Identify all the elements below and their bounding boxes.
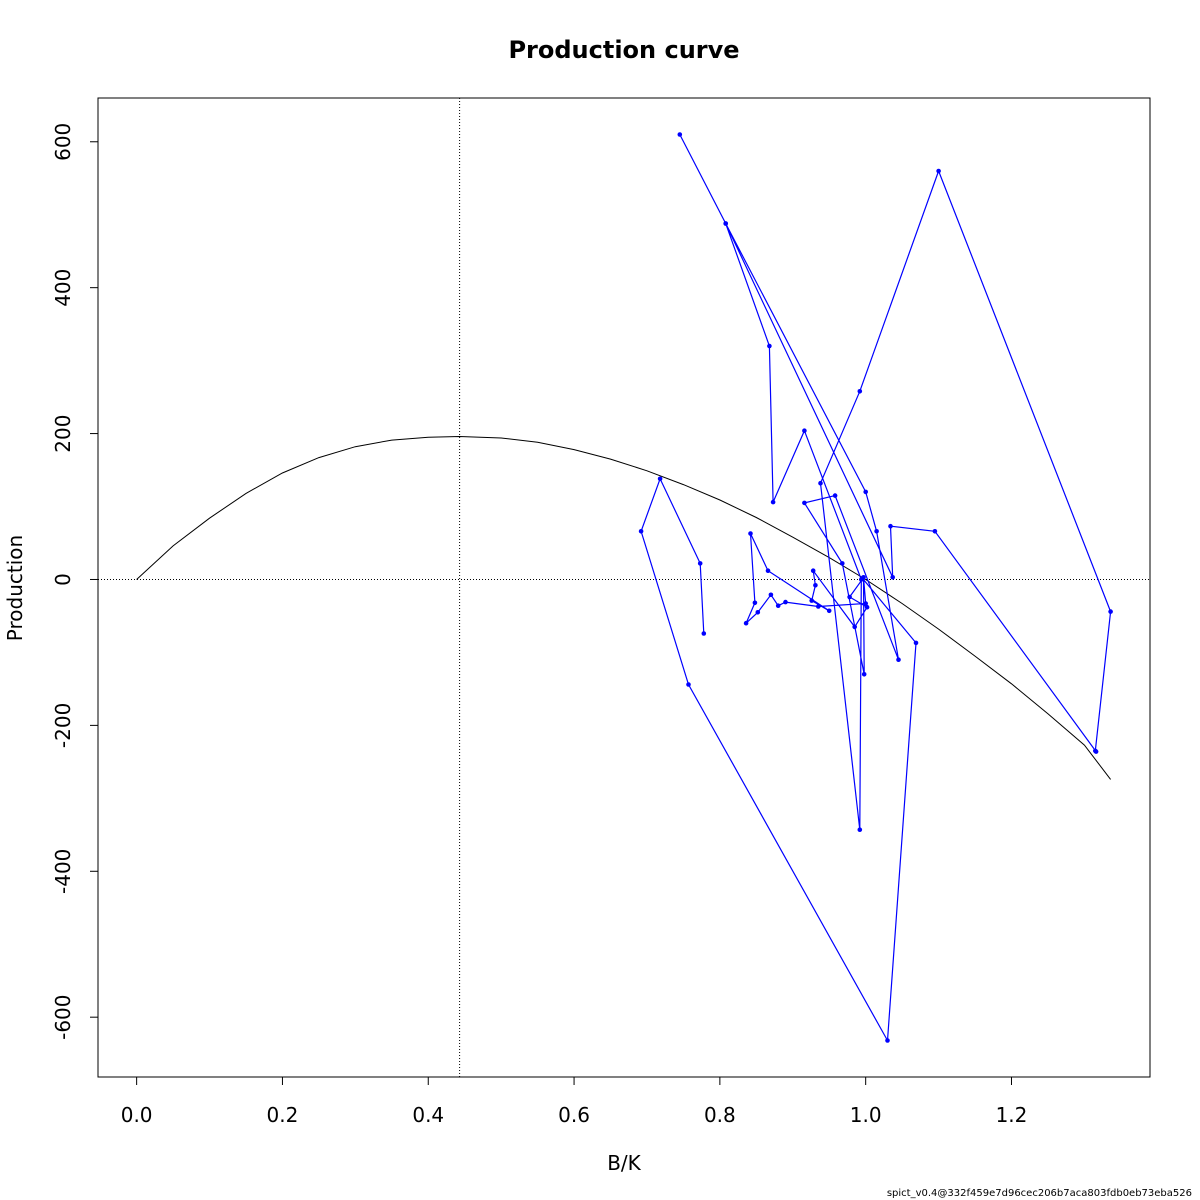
x-axis-label: B/K [607,1151,641,1175]
data-point [885,1038,890,1043]
data-point [752,600,758,606]
data-point [847,594,852,600]
data-point [888,523,893,529]
footer-version: spict_v0.4@332f459e7d96cec206b7aca803fdb… [887,1188,1192,1199]
data-point [783,599,788,605]
x-tick-label: 1.2 [996,1103,1028,1127]
x-axis: 0.0 0.2 0.4 0.6 0.8 1.0 1.2 [121,1076,1028,1127]
data-point [840,561,845,566]
data-point [686,682,691,687]
data-point [810,568,816,573]
y-tick-label: 200 [51,415,75,453]
data-point [768,592,774,598]
y-tick-label: 400 [51,269,75,307]
data-point [1093,749,1099,754]
data-point [857,827,863,832]
data-point [864,604,870,610]
chart-title: Production curve [508,36,739,64]
x-tick-label: 0.8 [704,1103,736,1127]
data-point [826,608,832,614]
x-tick-label: 0.2 [267,1103,299,1127]
data-point [863,489,868,495]
data-point [932,529,938,534]
data-point [863,601,868,606]
y-tick-label: 600 [51,123,75,161]
y-tick-label: 0 [51,573,75,586]
y-tick-label: -200 [51,703,75,748]
data-point [802,500,807,506]
data-point [860,576,866,581]
data-point [852,624,857,630]
data-point [1108,609,1113,614]
data-point [723,221,728,226]
data-point [861,672,867,677]
data-point [697,561,703,566]
data-point [767,343,772,349]
data-point [890,575,895,580]
series-line [640,134,1112,1043]
data-point [936,168,941,174]
plot-frame [97,97,1151,1078]
data-point [775,603,781,608]
y-tick-label: -600 [51,995,75,1040]
data-point [818,480,823,486]
data-point [809,598,814,603]
x-tick-label: 1.0 [850,1103,882,1127]
data-point [638,529,644,534]
y-axis-label: Production [3,535,27,641]
production-function-curve [136,435,1111,780]
y-axis: -600 -400 -200 0 200 400 600 [51,123,99,1040]
x-tick-label: 0.6 [558,1103,590,1127]
data-point [874,529,879,534]
data-point [770,499,776,505]
data-point [755,610,761,615]
data-point [765,568,771,573]
x-tick-label: 0.4 [412,1103,444,1127]
data-point [896,657,901,662]
data-point [857,389,863,394]
data-point [701,631,707,636]
data-point [832,493,838,498]
data-point [748,531,753,536]
data-point [913,640,919,646]
x-tick-label: 0.0 [121,1103,153,1127]
y-tick-label: -400 [51,849,75,894]
plot-area [98,98,1150,1077]
data-point [677,132,683,137]
data-point [816,604,821,609]
data-point [743,620,749,626]
data-point [813,583,818,588]
data-point [657,476,663,482]
data-point [802,428,807,434]
